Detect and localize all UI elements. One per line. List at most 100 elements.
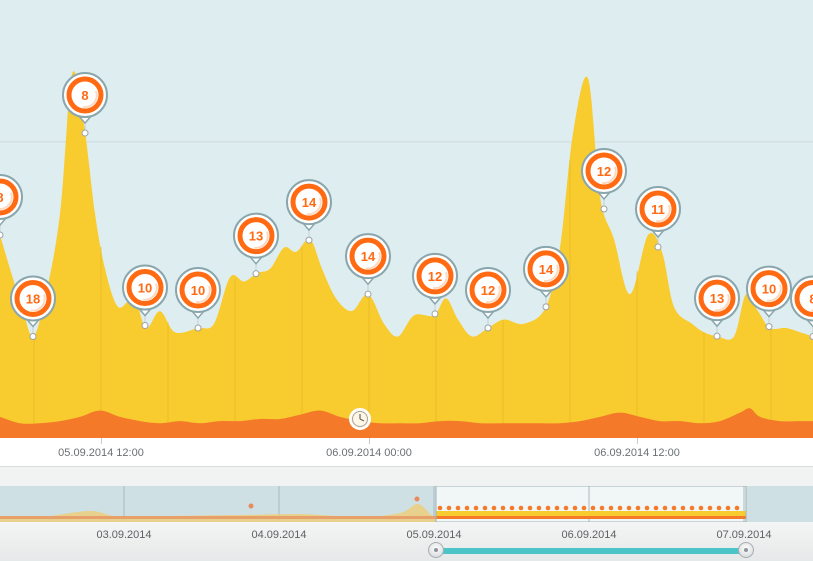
marker-label: 12 — [481, 283, 495, 298]
x-tick-label: 05.09.2014 12:00 — [58, 447, 144, 459]
marker-pin: 14 — [345, 233, 391, 298]
clock-rim — [352, 411, 368, 427]
x-tick-mark — [637, 438, 638, 444]
marker-highlight — [601, 166, 617, 185]
marker-pin: 11 — [635, 186, 681, 251]
marker-label: 18 — [26, 291, 40, 306]
marker-pin: 12 — [412, 252, 458, 318]
overview-history-baseline — [0, 516, 436, 519]
marker-pin: 14 — [523, 245, 569, 311]
overview-date-label: 07.09.2014 — [716, 529, 772, 541]
marker-pin: 14 — [286, 179, 332, 244]
overview-marker-dot — [545, 505, 551, 511]
x-tick-label: 06.09.2014 12:00 — [594, 447, 680, 459]
marker-highlight — [142, 283, 158, 301]
marker-highlight — [306, 197, 322, 216]
overview-marker-dot — [689, 505, 695, 511]
range-start-handle[interactable] — [428, 542, 444, 558]
marker-point — [141, 322, 149, 330]
overview-marker-dot — [698, 505, 704, 511]
marker-pin: 10 — [175, 267, 221, 332]
x-tick-mark — [101, 438, 102, 444]
overview-marker-dot — [734, 505, 740, 511]
marker-label: 12 — [428, 269, 442, 284]
marker-point — [29, 332, 37, 340]
overview-date-label: 06.09.2014 — [561, 529, 617, 541]
overview-selection-border — [435, 486, 747, 522]
overview-selected-baseline — [436, 516, 746, 519]
clock-hand-minute — [359, 418, 365, 422]
marker-point — [600, 205, 608, 213]
overview-marker-dot — [455, 505, 461, 511]
marker-point — [0, 231, 4, 239]
overview-date-label: 04.09.2014 — [251, 529, 307, 541]
overview-axis: 03.09.2014 04.09.2014 05.09.2014 06.09.2… — [0, 522, 813, 561]
overview-marker-dot — [617, 505, 623, 511]
overview-marker-dot — [527, 505, 533, 511]
marker-label: 14 — [539, 262, 554, 277]
marker-point — [713, 332, 721, 340]
range-selection-track[interactable] — [436, 548, 746, 554]
marker-point — [252, 270, 260, 278]
overview-marker-dot — [518, 505, 524, 511]
marker-point — [765, 323, 773, 331]
chart-separator — [0, 467, 813, 486]
x-tick-label: 06.09.2014 00:00 — [326, 447, 412, 459]
overview-selected-area — [436, 511, 746, 519]
overview-navigator-chart[interactable] — [0, 486, 813, 522]
marker-point — [654, 243, 662, 251]
overview-marker-dot — [509, 505, 515, 511]
upper-area-series — [0, 71, 813, 438]
overview-marker-dot — [680, 505, 686, 511]
overview-marker-dot — [653, 505, 659, 511]
range-end-handle[interactable] — [738, 542, 754, 558]
marker-label: 8 — [809, 291, 813, 306]
marker-point — [542, 303, 550, 311]
marker-highlight — [195, 285, 211, 304]
marker-ring — [0, 178, 19, 216]
overview-marker-dot — [716, 505, 722, 511]
marker-pin: 10 — [746, 265, 792, 331]
overview-marker-dot — [572, 505, 578, 511]
marker-point — [194, 324, 202, 332]
overview-marker-dot — [554, 505, 560, 511]
overview-marker-dot — [491, 505, 497, 511]
marker-pin: 10 — [122, 264, 168, 330]
overview-marker-dot — [644, 505, 650, 511]
marker-point — [809, 332, 813, 340]
overview-marker-dot — [464, 505, 470, 511]
marker-label: 13 — [710, 291, 724, 306]
overview-marker-dot — [635, 505, 641, 511]
marker-pin: 8 — [790, 275, 813, 340]
overview-marker-dot — [248, 503, 254, 509]
marker-label: 11 — [651, 202, 665, 217]
marker-point — [305, 236, 313, 244]
marker-label: 14 — [361, 249, 376, 264]
lower-area-series — [0, 408, 813, 438]
marker-pin: 8 — [62, 72, 108, 137]
marker-highlight — [365, 251, 381, 270]
overview-marker-dot — [671, 505, 677, 511]
marker-highlight — [253, 231, 269, 249]
marker-label: 13 — [249, 229, 263, 244]
marker-highlight — [82, 90, 98, 109]
marker-highlight — [30, 294, 46, 312]
overview-marker-dot — [500, 505, 506, 511]
overview-date-label: 03.09.2014 — [96, 529, 152, 541]
marker-label: 10 — [762, 282, 776, 297]
marker-point — [431, 310, 439, 318]
overview-marker-dot — [563, 505, 569, 511]
overview-marker-dot — [414, 496, 420, 502]
marker-point — [364, 290, 372, 298]
overview-marker-dot — [473, 505, 479, 511]
marker-label: 8 — [0, 190, 4, 205]
overview-marker-dot — [599, 505, 605, 511]
marker-highlight — [655, 204, 671, 223]
overview-marker-dot — [590, 505, 596, 511]
marker-pin: 13 — [233, 212, 279, 278]
overview-marker-dot — [707, 505, 713, 511]
marker-label: 10 — [191, 283, 205, 298]
overview-marker-dot — [581, 505, 587, 511]
marker-pin: 8 — [0, 173, 23, 239]
marker-highlight — [714, 293, 730, 312]
